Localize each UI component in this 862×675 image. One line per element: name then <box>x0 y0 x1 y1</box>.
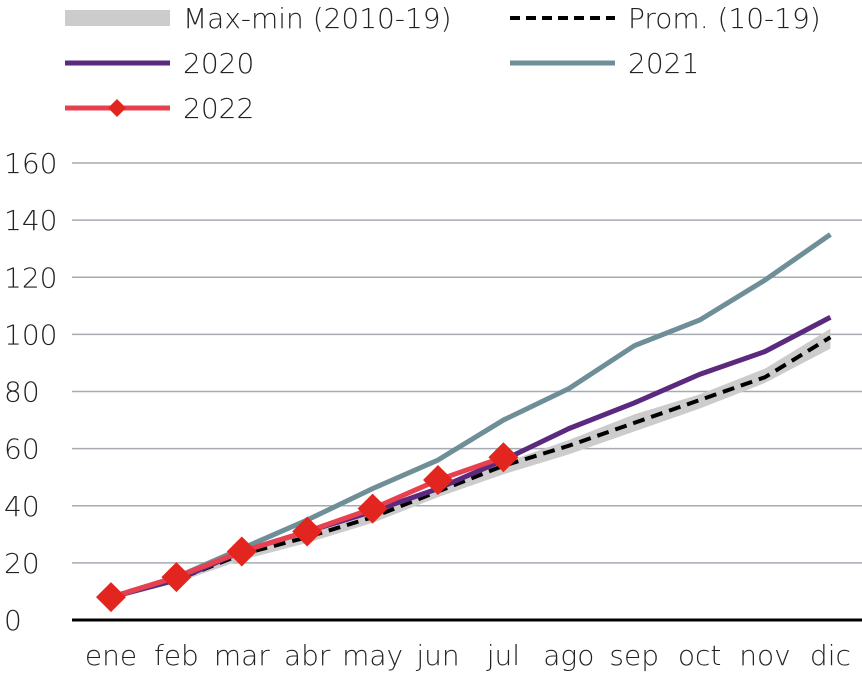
x-tick-label: may <box>342 639 403 672</box>
x-tick-label: jul <box>486 639 520 672</box>
y-tick-label: 0 <box>4 604 22 637</box>
data-point-2022 <box>161 562 192 593</box>
legend-item: Max-min (2010-19) <box>65 2 452 35</box>
x-tick-label: nov <box>739 639 790 672</box>
x-tick-label: dic <box>810 639 851 672</box>
y-tick-label: 100 <box>4 318 57 351</box>
legend-label: Prom. (10-19) <box>628 2 821 35</box>
data-point-2022 <box>423 465 453 496</box>
x-tick-label: ene <box>85 639 137 672</box>
y-tick-label: 160 <box>4 147 57 180</box>
y-tick-label: 60 <box>4 433 40 466</box>
x-tick-label: jun <box>415 639 459 672</box>
data-point-2022 <box>96 582 126 613</box>
x-tick-label: ago <box>543 639 594 672</box>
legend-swatch-band <box>65 10 170 26</box>
legend-item: 2021 <box>510 47 699 80</box>
data-point-2022 <box>292 516 323 547</box>
y-tick-label: 120 <box>4 261 57 294</box>
legend-label: 2022 <box>183 92 254 125</box>
legend-marker-2022 <box>108 99 126 117</box>
legend-item: 2020 <box>65 47 254 80</box>
series-line-prom-10-19- <box>110 335 832 600</box>
x-tick-label: abr <box>284 639 331 672</box>
data-point-2022 <box>357 493 388 524</box>
legend-label: Max-min (2010-19) <box>183 2 452 35</box>
legend-label: 2021 <box>628 47 699 80</box>
y-tick-label: 20 <box>4 547 40 580</box>
legend-item: 2022 <box>65 92 254 125</box>
data-point-2022 <box>488 442 519 473</box>
legend-label: 2020 <box>183 47 254 80</box>
x-tick-label: sep <box>609 639 659 672</box>
x-tick-label: feb <box>154 639 199 672</box>
series-line-2021 <box>110 232 832 600</box>
y-tick-label: 140 <box>4 204 57 237</box>
x-tick-label: oct <box>678 639 722 672</box>
x-tick-label: mar <box>214 639 270 672</box>
legend-item: Prom. (10-19) <box>510 2 821 35</box>
series-line-2020 <box>110 315 832 600</box>
data-point-2022 <box>226 536 257 567</box>
y-tick-label: 40 <box>4 490 40 523</box>
y-tick-label: 80 <box>4 376 40 409</box>
